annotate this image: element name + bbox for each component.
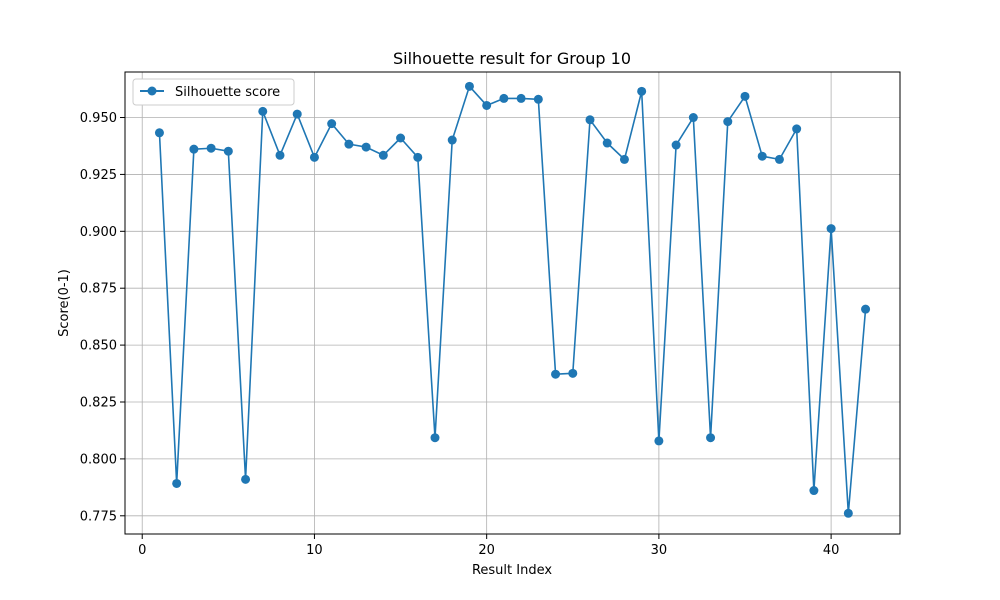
y-tick-label: 0.800 (80, 452, 117, 467)
data-point (223, 146, 233, 156)
plot-frame (124, 71, 901, 535)
data-point (447, 135, 457, 145)
chart-title: Silhouette result for Group 10 (393, 49, 631, 68)
series-line (158, 85, 867, 515)
data-point (619, 154, 629, 164)
data-point (792, 124, 802, 134)
y-axis-label: Score(0-1) (57, 269, 72, 337)
data-point (378, 150, 388, 160)
data-point (206, 143, 216, 153)
data-point (654, 436, 664, 446)
data-point (241, 474, 251, 484)
legend-box (132, 78, 295, 106)
data-point (637, 86, 647, 96)
data-point (172, 478, 182, 488)
data-point (361, 142, 371, 152)
data-point (482, 100, 492, 110)
y-tick-label: 0.875 (80, 282, 117, 297)
data-point (275, 150, 285, 160)
y-tick-label: 0.900 (80, 225, 117, 240)
data-point (551, 369, 561, 379)
x-tick-label: 0 (138, 543, 146, 558)
data-point (774, 154, 784, 164)
data-point (189, 144, 199, 154)
y-tick-label: 0.775 (80, 509, 117, 524)
data-point (154, 128, 164, 138)
data-point (533, 94, 543, 104)
data-point (344, 139, 354, 149)
data-point (809, 486, 819, 496)
data-point (688, 113, 698, 123)
data-point (464, 81, 474, 91)
data-point (826, 224, 836, 234)
data-point (843, 508, 853, 518)
axis-ticks: 0 10 20 30 40 0.775 0.800 0.825 0.850 0.875 0.900 0… (80, 111, 840, 558)
data-point (706, 433, 716, 443)
data-point (396, 133, 406, 143)
data-point (757, 151, 767, 161)
x-tick-label: 40 (823, 543, 840, 558)
data-point (430, 433, 440, 443)
data-point (602, 138, 612, 148)
x-tick-label: 10 (306, 543, 323, 558)
data-point (413, 152, 423, 162)
data-point (861, 304, 871, 314)
data-point (585, 115, 595, 125)
y-tick-label: 0.850 (80, 339, 117, 354)
data-point (568, 368, 578, 378)
data-point (740, 91, 750, 101)
data-point (292, 109, 302, 119)
grid-lines (125, 72, 900, 534)
data-point (499, 93, 509, 103)
data-point (309, 152, 319, 162)
x-tick-label: 20 (478, 543, 495, 558)
y-tick-label: 0.950 (80, 111, 117, 126)
data-series (154, 81, 871, 518)
legend-marker (147, 86, 157, 96)
legend-label: Silhouette score (175, 85, 280, 100)
data-point (671, 140, 681, 150)
data-point (327, 119, 337, 129)
x-axis-label: Result Index (472, 563, 552, 578)
data-point (258, 106, 268, 116)
x-tick-label: 30 (651, 543, 668, 558)
data-point (516, 93, 526, 103)
y-tick-label: 0.925 (80, 168, 117, 183)
y-tick-label: 0.825 (80, 396, 117, 411)
legend: Silhouette score (132, 78, 295, 106)
data-point (723, 117, 733, 127)
